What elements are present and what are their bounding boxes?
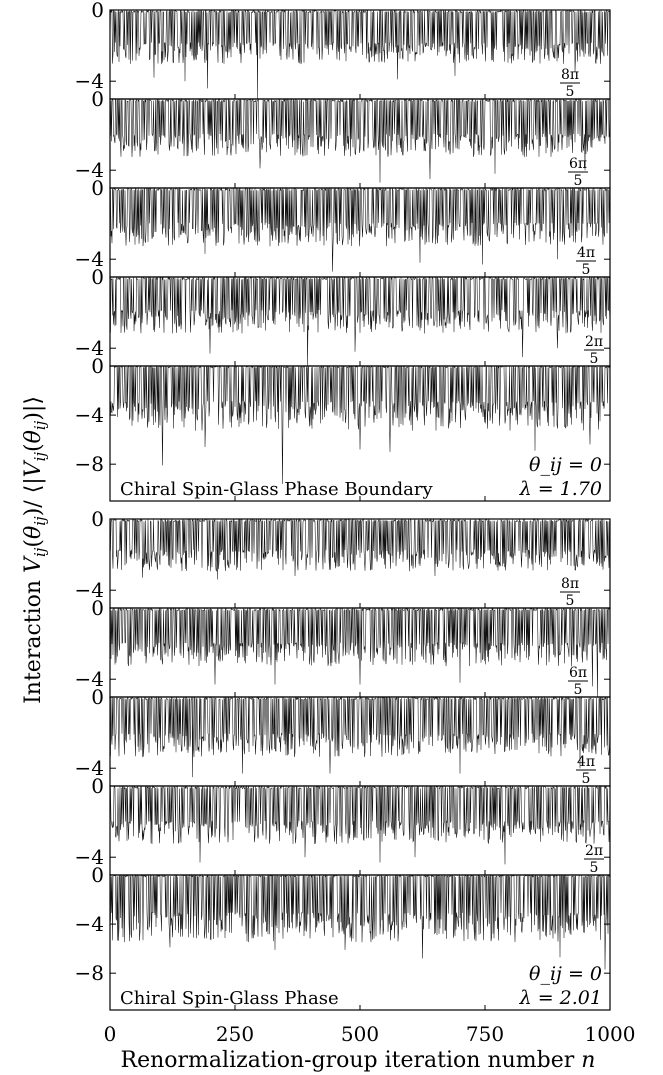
series-line bbox=[109, 696, 611, 778]
theta-fraction-numerator: 2π bbox=[585, 334, 603, 350]
panel-2-4: 0−4 2π5 bbox=[75, 774, 611, 876]
y-tick-label: 0 bbox=[91, 774, 104, 798]
theta-label: θ_ij = 0 bbox=[529, 454, 602, 476]
y-tick-label: −4 bbox=[75, 756, 104, 780]
y-tick-label: 0 bbox=[91, 507, 104, 531]
x-tick-label: 0 bbox=[104, 1022, 117, 1046]
y-tick-label: −4 bbox=[75, 912, 104, 936]
theta-fraction-denominator: 5 bbox=[566, 84, 575, 100]
panel-2-3: 0−4 4π5 bbox=[75, 685, 611, 787]
phase-annotation: Chiral Spin-Glass Phase Boundary bbox=[120, 479, 433, 500]
panel-1-5: 0 −4 −8 θ_ij = 0λ = 1.70 Chiral Spin-Glass P… bbox=[75, 354, 611, 502]
x-tick-label: 500 bbox=[341, 1022, 379, 1046]
y-tick-label: 0 bbox=[91, 176, 104, 200]
y-tick-label: 0 bbox=[91, 265, 104, 289]
y-tick-label: −8 bbox=[75, 961, 104, 985]
y-tick-label: 0 bbox=[91, 87, 104, 111]
y-tick-label: −4 bbox=[75, 247, 104, 271]
y-tick-label: 0 bbox=[91, 685, 104, 709]
x-tick-label: 750 bbox=[466, 1022, 504, 1046]
y-tick-label: −4 bbox=[75, 336, 104, 360]
series-line bbox=[109, 365, 611, 484]
y-tick-label: −4 bbox=[75, 578, 104, 602]
theta-fraction-denominator: 5 bbox=[582, 771, 591, 787]
theta-fraction-denominator: 5 bbox=[574, 173, 583, 189]
theta-fraction-denominator: 5 bbox=[566, 593, 575, 609]
series-line bbox=[109, 9, 611, 100]
y-tick-label: −4 bbox=[75, 69, 104, 93]
theta-fraction-numerator: 4π bbox=[577, 754, 595, 770]
theta-fraction-denominator: 5 bbox=[590, 351, 599, 367]
panel-1-2: 0−4 6π5 bbox=[75, 87, 611, 189]
y-tick-label: −4 bbox=[75, 403, 104, 427]
y-tick-label: 0 bbox=[91, 0, 104, 22]
y-tick-label: −4 bbox=[75, 667, 104, 691]
panel-1-1: 0 −4 8π5 bbox=[75, 0, 611, 100]
y-tick-label: −8 bbox=[75, 452, 104, 476]
series-line bbox=[109, 276, 611, 367]
theta-fraction-numerator: 2π bbox=[585, 843, 603, 859]
series-line bbox=[109, 98, 611, 183]
theta-fraction-numerator: 8π bbox=[561, 67, 579, 83]
series-line bbox=[109, 187, 611, 272]
y-tick-label: −4 bbox=[75, 158, 104, 182]
y-tick-label: 0 bbox=[91, 863, 104, 887]
series-line bbox=[109, 873, 611, 970]
theta-fraction-numerator: 6π bbox=[569, 665, 587, 681]
x-tick-label: 250 bbox=[216, 1022, 254, 1046]
panel-2-1: 0 −4 8π5 bbox=[75, 507, 611, 609]
theta-fraction-numerator: 6π bbox=[569, 156, 587, 172]
theta-label: θ_ij = 0 bbox=[529, 963, 602, 985]
theta-fraction-denominator: 5 bbox=[590, 860, 599, 876]
lambda-label: λ = 2.01 bbox=[519, 987, 602, 1009]
theta-fraction-denominator: 5 bbox=[574, 682, 583, 698]
x-axis-label: Renormalization-group iteration number n bbox=[121, 1048, 596, 1073]
theta-fraction-numerator: 4π bbox=[577, 245, 595, 261]
x-tick-label: 1000 bbox=[585, 1022, 636, 1046]
y-tick-label: 0 bbox=[91, 596, 104, 620]
series-line bbox=[109, 518, 611, 580]
theta-fraction-denominator: 5 bbox=[582, 262, 591, 278]
panel-1-4: 0−4 2π5 bbox=[75, 265, 611, 367]
x-axis: 0 250 500 750 1000 bbox=[104, 1022, 636, 1046]
panel-2-5: 0 −4 −8 θ_ij = 0λ = 2.01 Chiral Spin-Glass P… bbox=[75, 863, 611, 1011]
y-tick-label: −4 bbox=[75, 845, 104, 869]
y-tick-label: 0 bbox=[91, 354, 104, 378]
panel-1-3: 0−4 4π5 bbox=[75, 176, 611, 278]
phase-annotation: Chiral Spin-Glass Phase bbox=[120, 988, 339, 1009]
series-line bbox=[109, 784, 611, 865]
series-line bbox=[109, 607, 611, 698]
lambda-label: λ = 1.70 bbox=[519, 478, 602, 500]
panel-2-2: 0−4 6π5 bbox=[75, 596, 611, 698]
theta-fraction-numerator: 8π bbox=[561, 576, 579, 592]
y-axis-label: Interaction Vij(θij)/ ⟨|Vij(θij)|⟩ bbox=[21, 396, 49, 704]
